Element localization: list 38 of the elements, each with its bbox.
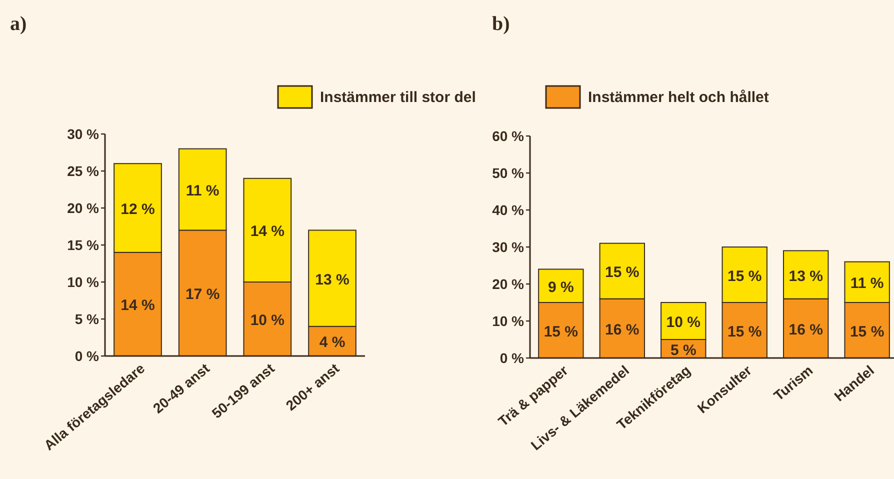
data-label: 14 % (120, 297, 155, 314)
y-tick-label: 10 % (67, 274, 100, 290)
data-label: 13 % (788, 268, 823, 285)
y-tick-label: 20 % (67, 200, 100, 216)
data-label: 15 % (850, 323, 884, 340)
data-label: 15 % (728, 323, 762, 340)
chart-title: b) (492, 13, 510, 35)
y-tick-label: 30 % (67, 126, 100, 142)
y-tick-label: 20 % (492, 276, 525, 292)
data-label: 10 % (250, 312, 285, 329)
data-label: 16 % (605, 321, 640, 338)
y-tick-label: 5 % (74, 311, 100, 327)
data-label: 11 % (850, 275, 884, 292)
data-label: 10 % (666, 314, 700, 331)
y-tick-label: 0 % (500, 350, 525, 366)
y-tick-label: 15 % (67, 237, 100, 253)
data-label: 15 % (544, 323, 578, 340)
data-label: 17 % (185, 286, 220, 304)
data-label: 5 % (670, 342, 696, 359)
data-label: 12 % (120, 201, 155, 218)
y-tick-label: 30 % (492, 239, 525, 255)
data-label: 11 % (186, 182, 220, 200)
data-label: 13 % (315, 271, 350, 288)
legend-label: Instämmer helt och hållet (588, 89, 769, 106)
y-tick-label: 50 % (492, 165, 525, 181)
data-label: 9 % (548, 278, 574, 296)
data-label: 14 % (250, 223, 285, 240)
y-tick-label: 0 % (74, 348, 100, 364)
y-tick-label: 40 % (492, 202, 525, 218)
data-label: 4 % (319, 334, 346, 352)
y-tick-label: 60 % (492, 128, 525, 144)
y-tick-label: 10 % (492, 313, 525, 329)
data-label: 15 % (605, 264, 640, 282)
y-tick-label: 25 % (67, 163, 100, 179)
chart-title: a) (10, 13, 27, 35)
data-label: 15 % (728, 268, 762, 285)
legend-label: Instämmer till stor del (320, 89, 476, 106)
data-label: 16 % (788, 321, 823, 338)
